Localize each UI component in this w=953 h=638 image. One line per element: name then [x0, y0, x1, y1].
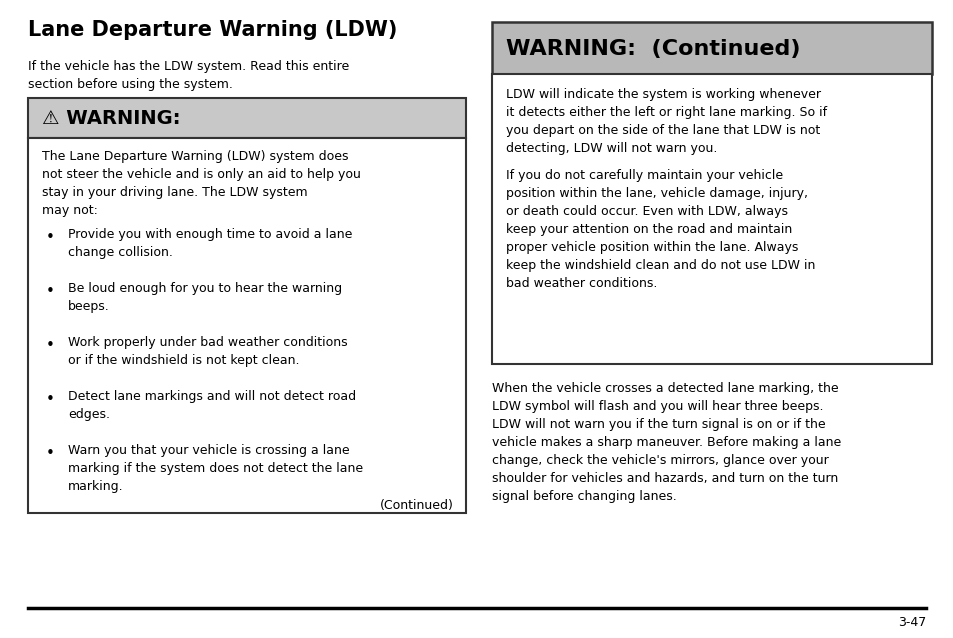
Text: ⚠ WARNING:: ⚠ WARNING:	[42, 110, 180, 128]
Text: LDW will indicate the system is working whenever
it detects either the left or r: LDW will indicate the system is working …	[505, 88, 826, 155]
Text: 3-47: 3-47	[897, 616, 925, 629]
Text: The Lane Departure Warning (LDW) system does
not steer the vehicle and is only a: The Lane Departure Warning (LDW) system …	[42, 150, 360, 217]
Text: •: •	[46, 446, 54, 461]
Text: Be loud enough for you to hear the warning
beeps.: Be loud enough for you to hear the warni…	[68, 282, 342, 313]
Text: •: •	[46, 284, 54, 299]
Text: •: •	[46, 230, 54, 245]
Text: Warn you that your vehicle is crossing a lane
marking if the system does not det: Warn you that your vehicle is crossing a…	[68, 444, 363, 493]
Text: Lane Departure Warning (LDW): Lane Departure Warning (LDW)	[28, 20, 397, 40]
Text: If you do not carefully maintain your vehicle
position within the lane, vehicle : If you do not carefully maintain your ve…	[505, 169, 815, 290]
FancyBboxPatch shape	[28, 138, 465, 513]
Text: •: •	[46, 392, 54, 407]
Text: •: •	[46, 338, 54, 353]
Text: If the vehicle has the LDW system. Read this entire
section before using the sys: If the vehicle has the LDW system. Read …	[28, 60, 349, 91]
Text: Detect lane markings and will not detect road
edges.: Detect lane markings and will not detect…	[68, 390, 355, 421]
FancyBboxPatch shape	[492, 74, 931, 364]
Text: Provide you with enough time to avoid a lane
change collision.: Provide you with enough time to avoid a …	[68, 228, 352, 259]
FancyBboxPatch shape	[28, 98, 465, 138]
Text: (Continued): (Continued)	[379, 499, 454, 512]
FancyBboxPatch shape	[492, 22, 931, 74]
Text: WARNING:  (Continued): WARNING: (Continued)	[505, 39, 800, 59]
Text: Work properly under bad weather conditions
or if the windshield is not kept clea: Work properly under bad weather conditio…	[68, 336, 347, 367]
Text: When the vehicle crosses a detected lane marking, the
LDW symbol will flash and : When the vehicle crosses a detected lane…	[492, 382, 841, 503]
